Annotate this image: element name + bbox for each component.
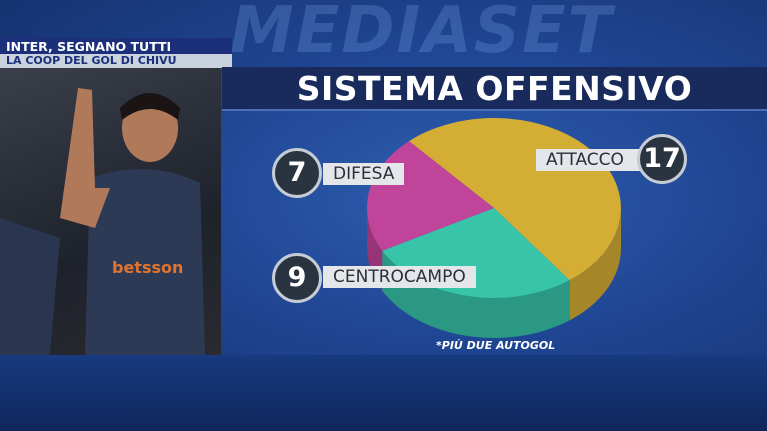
label-attacco: ATTACCO	[536, 149, 654, 171]
headline-title: INTER, SEGNANO TUTTI	[0, 38, 232, 54]
player-photo: betsson	[0, 68, 221, 355]
svg-text:betsson: betsson	[112, 258, 183, 277]
mediaset-watermark: MEDIASET	[230, 0, 614, 68]
label-difesa: DIFESA	[323, 163, 405, 185]
value-centrocampo: 9	[272, 253, 322, 303]
headline: INTER, SEGNANO TUTTI LA COOP DEL GOL DI …	[0, 38, 232, 68]
chart-title: SISTEMA OFFENSIVO	[296, 69, 693, 108]
pie-side-attacco	[569, 208, 621, 321]
headline-subtitle: LA COOP DEL GOL DI CHIVU	[0, 54, 232, 68]
chart-title-bar: SISTEMA OFFENSIVO	[222, 67, 767, 111]
value-difesa: 7	[272, 148, 322, 198]
chart-note: *PIÙ DUE AUTOGOL	[436, 339, 556, 352]
pie-side-centrocampo	[382, 250, 570, 338]
pie-chart	[366, 118, 621, 338]
value-attacco: 17	[637, 134, 687, 184]
bottom-band	[0, 355, 767, 431]
label-centrocampo: CENTROCAMPO	[323, 266, 476, 288]
